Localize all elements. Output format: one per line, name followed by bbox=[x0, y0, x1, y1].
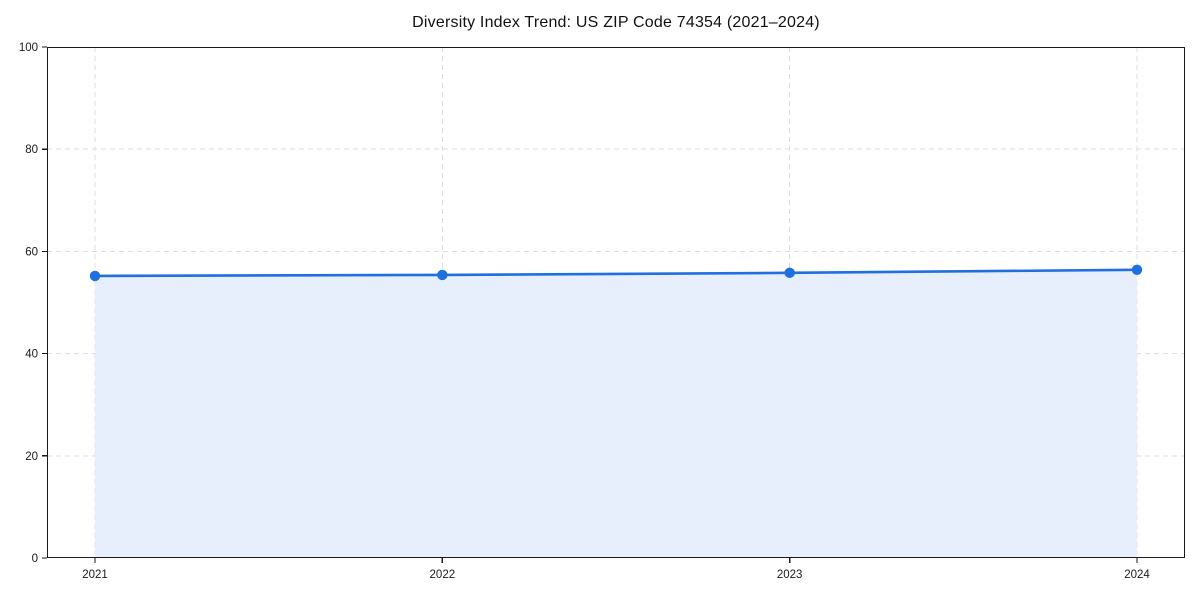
data-point bbox=[437, 269, 448, 281]
axis-spines bbox=[46, 46, 1186, 559]
y-tick-label: 20 bbox=[25, 451, 38, 463]
trend-line bbox=[93, 268, 1139, 278]
axis-spines bbox=[46, 46, 1186, 559]
data-point bbox=[784, 267, 795, 279]
chart-title: Diversity Index Trend: US ZIP Code 74354… bbox=[412, 14, 820, 31]
area-fill bbox=[95, 269, 1137, 558]
x-axis: 2021 2022 2023 2024 bbox=[82, 558, 1150, 581]
y-axis: 0 20 40 60 80 100 bbox=[19, 42, 47, 565]
area-fill bbox=[95, 269, 1137, 558]
data-point bbox=[89, 270, 101, 282]
x-tick-label: 2021 bbox=[82, 569, 108, 581]
x-tick-label: 2023 bbox=[777, 569, 803, 581]
data-points bbox=[89, 264, 1143, 282]
y-tick-label: 80 bbox=[25, 144, 38, 156]
x-tick-label: 2022 bbox=[430, 569, 456, 581]
y-tick-label: 40 bbox=[25, 349, 38, 361]
y-tick-label: 0 bbox=[32, 553, 38, 565]
y-tick-label: 100 bbox=[19, 42, 38, 54]
x-tick-label: 2024 bbox=[1124, 569, 1150, 581]
y-tick-label: 60 bbox=[25, 246, 38, 258]
data-point bbox=[1131, 264, 1143, 275]
trend-line bbox=[93, 268, 1139, 278]
